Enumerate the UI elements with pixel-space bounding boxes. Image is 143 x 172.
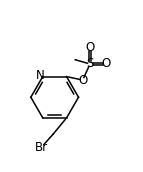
- Text: S: S: [86, 57, 94, 71]
- Text: Br: Br: [35, 141, 48, 154]
- Text: O: O: [78, 74, 87, 87]
- Text: O: O: [85, 41, 95, 54]
- Text: O: O: [102, 57, 111, 71]
- Text: N: N: [36, 69, 45, 82]
